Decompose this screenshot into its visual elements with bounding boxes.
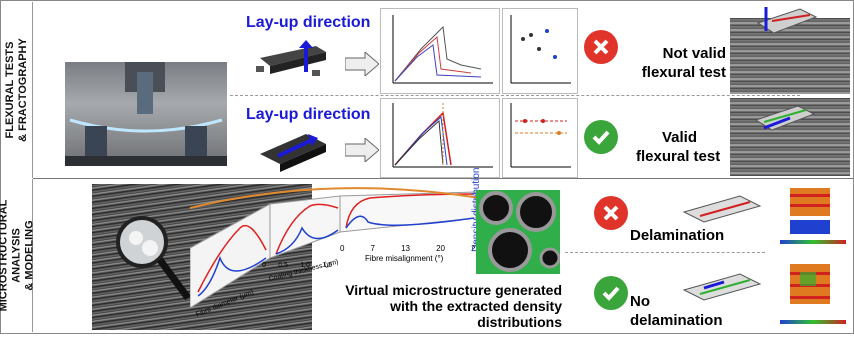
misalignment-ticks: 0 7 13 20 27 bbox=[340, 244, 480, 253]
not-valid-line2: flexural test bbox=[641, 64, 726, 81]
delamination-label: Delamination bbox=[630, 227, 725, 244]
no-delamination-line2: delamination bbox=[630, 312, 723, 329]
modeling-section-title: MICROSTRUCTURAL ANALYSIS & MODELING bbox=[0, 199, 36, 312]
layup-direction-label-bottom: Lay-up direction bbox=[246, 106, 371, 123]
section-label-modeling: MICROSTRUCTURAL ANALYSIS & MODELING bbox=[0, 179, 36, 332]
load-strain-plot-top bbox=[380, 8, 500, 94]
valid-line2: flexural test bbox=[636, 148, 721, 165]
tick-label: 0 bbox=[340, 244, 345, 253]
no-delamination-line1: No bbox=[630, 293, 650, 310]
not-valid-label: Not valid flexural test bbox=[640, 44, 726, 82]
specimen-3d-bottom bbox=[750, 100, 820, 145]
delamination-model-image bbox=[680, 182, 850, 257]
tick-label: 0.5 bbox=[278, 262, 288, 269]
magnifier-icon bbox=[112, 212, 192, 307]
tick-label: 0 bbox=[262, 262, 266, 269]
valid-line1: Valid bbox=[662, 129, 698, 146]
section-label-flexural: FLEXURAL TESTS & FRACTOGRAPHY bbox=[2, 2, 33, 178]
specimen-schematic-bottom bbox=[256, 126, 336, 181]
tick-label: 27 bbox=[471, 244, 480, 253]
tick-label: 1.0 bbox=[300, 262, 310, 269]
flexural-test-photo bbox=[65, 62, 227, 166]
specimen-3d-top bbox=[752, 3, 822, 48]
tick-label: 20 bbox=[436, 244, 445, 253]
arrow-icon-top bbox=[344, 50, 380, 81]
modeling-row-divider bbox=[565, 252, 765, 253]
density-distribution-panels bbox=[189, 188, 478, 320]
flexural-section-title: FLEXURAL TESTS & FRACTOGRAPHY bbox=[4, 38, 30, 142]
section-divider bbox=[33, 178, 853, 179]
arrow-icon-bottom bbox=[344, 136, 380, 167]
orange-arrow bbox=[180, 180, 500, 217]
layup-direction-label-top: Lay-up direction bbox=[246, 14, 371, 31]
strength-span-plot-top bbox=[502, 8, 578, 94]
flexural-row-divider bbox=[230, 95, 800, 96]
fibre-misalignment-axis-label: Fibre misalignment (°) bbox=[365, 254, 444, 263]
tick-label: 1.5 bbox=[322, 262, 332, 269]
cross-icon-delamination bbox=[594, 196, 628, 230]
caption-line2: with the extracted density bbox=[390, 298, 562, 314]
valid-label: Valid flexural test bbox=[636, 128, 732, 166]
no-delamination-model-image bbox=[680, 258, 850, 337]
virtual-microstructure-image bbox=[476, 190, 561, 274]
no-delamination-label: No delamination bbox=[630, 292, 723, 330]
fractography-image-top bbox=[730, 18, 850, 94]
caption-line1: Virtual microstructure generated bbox=[345, 282, 562, 298]
caption-line3: distributions bbox=[477, 314, 562, 330]
cross-icon-not-valid bbox=[584, 30, 618, 64]
load-strain-plot-bottom bbox=[380, 98, 500, 178]
not-valid-line1: Not valid bbox=[662, 45, 726, 62]
specimen-schematic-top bbox=[256, 40, 336, 89]
check-icon-no-delamination bbox=[594, 276, 628, 310]
tick-label: 13 bbox=[401, 244, 410, 253]
tick-label: 7 bbox=[370, 244, 375, 253]
virtual-microstructure-caption: Virtual microstructure generated with th… bbox=[290, 282, 562, 330]
check-icon-valid bbox=[584, 120, 618, 154]
coating-ticks: 0 0.5 1.0 1.5 bbox=[262, 262, 332, 269]
strength-span-plot-bottom bbox=[502, 98, 578, 178]
